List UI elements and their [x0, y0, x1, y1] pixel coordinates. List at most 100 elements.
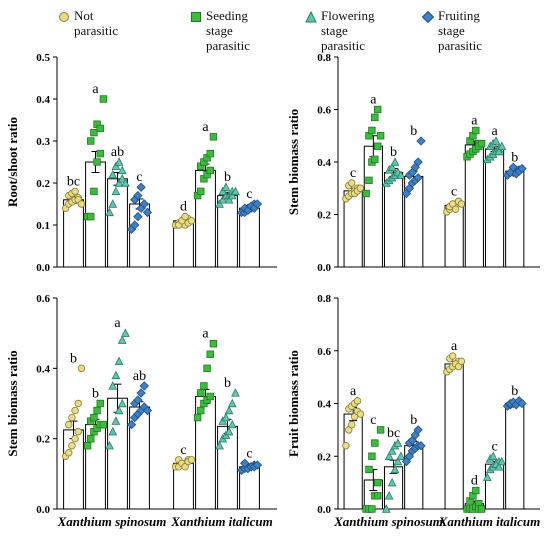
data-point [96, 149, 104, 158]
data-point [517, 398, 527, 409]
data-point [374, 478, 382, 487]
data-point [472, 126, 480, 135]
data-point [203, 364, 211, 373]
data-point [227, 419, 237, 429]
data-point [111, 416, 121, 425]
significance-letter: b [390, 145, 397, 160]
data-point [488, 451, 498, 460]
data-point [126, 419, 137, 430]
significance-letter: bc [387, 426, 400, 441]
data-point [200, 382, 208, 390]
data-point [139, 199, 149, 209]
data-point [482, 472, 492, 482]
data-point [347, 179, 356, 187]
data-point [224, 405, 234, 415]
data-point [105, 440, 114, 450]
significance-letter: d [471, 474, 478, 489]
y-axis-label: Stem biomass ratio [286, 109, 301, 215]
data-point [133, 211, 143, 222]
data-point [376, 426, 385, 434]
data-point [87, 212, 95, 221]
data-point [197, 406, 205, 415]
significance-letter: d [180, 200, 187, 215]
data-point [477, 139, 486, 148]
data-point [99, 420, 108, 429]
data-point [387, 477, 397, 487]
y-tick-label: 0.6 [317, 346, 331, 358]
data-point [376, 132, 385, 140]
data-point [187, 456, 196, 464]
data-point [497, 141, 507, 150]
data-point [252, 460, 263, 470]
data-point [65, 420, 73, 429]
data-point [384, 491, 394, 500]
significance-letter: ab [111, 145, 124, 160]
data-point [133, 190, 143, 201]
data-point [374, 105, 382, 114]
data-point [99, 95, 108, 103]
y-tick-label: 0.1 [36, 220, 50, 232]
legend-label: Not parasitic [74, 8, 119, 38]
data-point [384, 451, 394, 460]
y-tick-label: 0.2 [317, 210, 331, 222]
data-point [365, 465, 373, 474]
y-tick-label: 0.4 [36, 363, 50, 375]
data-point [494, 146, 504, 156]
data-point [227, 190, 237, 200]
data-point [114, 356, 124, 366]
x-category-label: Xanthium italicum [170, 514, 273, 529]
significance-letter: a [451, 339, 458, 354]
data-point [71, 187, 79, 196]
x-category-label: Xanthium italicum [438, 514, 541, 529]
data-point [93, 406, 101, 415]
bar [239, 207, 260, 268]
significance-letter: b [410, 413, 417, 428]
data-point [114, 178, 124, 187]
legend-label: Flowering stage parasitic [321, 8, 375, 53]
data-point [396, 170, 406, 179]
data-point [136, 388, 146, 398]
data-point [108, 426, 118, 436]
significance-letter: c [180, 443, 186, 458]
data-point [218, 186, 228, 196]
data-point [371, 113, 379, 122]
significance-letter: a [370, 93, 377, 108]
significance-letter: c [451, 184, 457, 199]
data-point [393, 438, 403, 447]
significance-letter: a [114, 316, 121, 331]
data-point [206, 166, 214, 175]
data-point [371, 155, 379, 164]
y-axis-label: Stem biomass ratio [5, 350, 20, 456]
data-point [77, 200, 86, 208]
legend-label: Seeding stage parasitic [206, 8, 251, 53]
significance-letter: b [511, 150, 518, 165]
significance-letter: c [370, 413, 376, 428]
data-point [197, 389, 205, 397]
x-category-label: Xanthium spinosum [57, 514, 167, 529]
data-point [494, 462, 504, 471]
data-point [96, 124, 104, 133]
legend: Not parasitic Seeding stage parasitic Fl… [0, 0, 550, 53]
data-point [197, 187, 205, 196]
significance-letter: b [511, 384, 518, 399]
data-point [96, 399, 104, 408]
data-point [368, 452, 376, 460]
data-point [117, 398, 127, 408]
significance-letter: b [224, 376, 231, 391]
y-tick-label: 0.0 [36, 504, 50, 516]
data-point [111, 161, 121, 170]
data-point [342, 442, 350, 450]
y-tick-label: 0.4 [317, 399, 331, 411]
legend-marker-square-icon [191, 12, 201, 22]
significance-letter: ab [133, 369, 146, 384]
significance-letter: c [350, 166, 356, 181]
data-point [387, 162, 397, 171]
significance-letter: b [92, 387, 99, 402]
data-point [108, 381, 118, 390]
data-point [374, 142, 382, 150]
data-point [413, 425, 423, 435]
bar [107, 397, 128, 510]
significance-letter: b [70, 351, 77, 366]
data-point [111, 186, 121, 196]
